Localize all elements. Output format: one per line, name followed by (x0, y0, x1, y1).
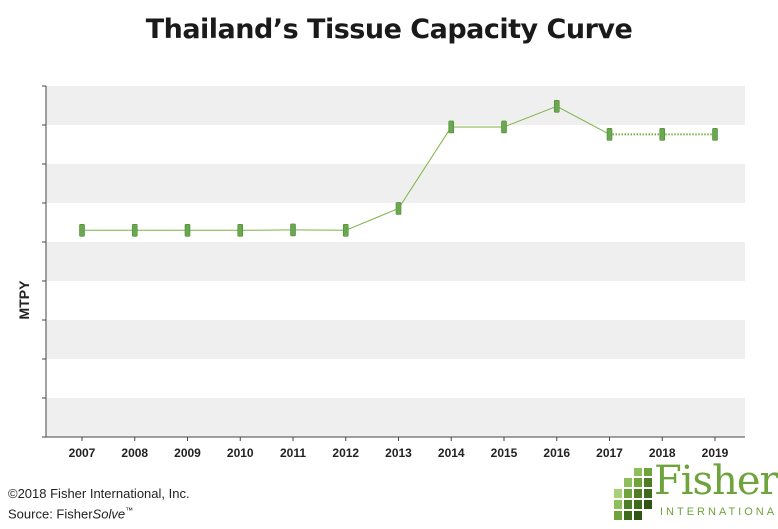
x-tick-label: 2011 (280, 446, 306, 460)
source-trademark: ™ (125, 506, 134, 515)
data-point (184, 224, 191, 237)
source-italic: Solve (92, 506, 126, 522)
x-tick-label: 2018 (649, 446, 676, 460)
data-point (237, 224, 244, 237)
source-text: Source: FisherSolve™ (8, 506, 133, 521)
x-tick-label: 2017 (596, 446, 623, 460)
y-axis-ticks (42, 85, 46, 438)
x-tick-label: 2013 (385, 446, 412, 460)
x-tick-label: 2014 (438, 446, 465, 460)
x-tick-label: 2019 (702, 446, 729, 460)
data-point (131, 224, 138, 237)
data-point (290, 223, 296, 237)
y-axis-label: MTPY (16, 280, 32, 320)
data-point (501, 120, 507, 134)
x-tick-label: 2008 (121, 446, 148, 460)
logo-subtitle: INTERNATIONAL (660, 506, 778, 518)
grid-band (46, 398, 745, 437)
plot-bands (46, 86, 745, 437)
x-tick-label: 2012 (332, 446, 359, 460)
logo-name: Fisher (654, 458, 778, 504)
logo-mark-icon (614, 468, 652, 520)
grid-band (46, 320, 745, 359)
chart-title: Thailand’s Tissue Capacity Curve (145, 14, 633, 45)
data-point (553, 99, 560, 113)
copyright-text: ©2018 Fisher International, Inc. (8, 486, 190, 501)
x-tick-label: 2016 (543, 446, 570, 460)
data-point (79, 224, 85, 237)
data-point (659, 128, 666, 141)
series-segment (398, 126, 452, 209)
source-prefix: Source: Fisher (8, 506, 93, 522)
x-tick-label: 2007 (69, 446, 96, 460)
data-point (448, 120, 455, 134)
x-tick-label: 2009 (174, 446, 201, 460)
data-point (395, 202, 402, 215)
data-point (712, 128, 718, 141)
data-point (342, 224, 349, 237)
x-tick-label: 2010 (227, 446, 254, 460)
x-axis-ticks: 2007 2008 2009 2010 2011 2012 2013 2014 2015 2016… (69, 437, 729, 460)
series-segment (556, 105, 610, 135)
grid-band (46, 164, 745, 203)
data-point (606, 128, 613, 141)
series-layer (79, 99, 718, 237)
series-segment (503, 105, 557, 128)
fisher-logo: Fisher INTERNATIONAL (612, 458, 778, 524)
series-segment (345, 207, 399, 231)
axes (45, 86, 745, 438)
grid-band (46, 86, 745, 125)
grid-band (46, 242, 745, 281)
x-tick-label: 2015 (491, 446, 518, 460)
